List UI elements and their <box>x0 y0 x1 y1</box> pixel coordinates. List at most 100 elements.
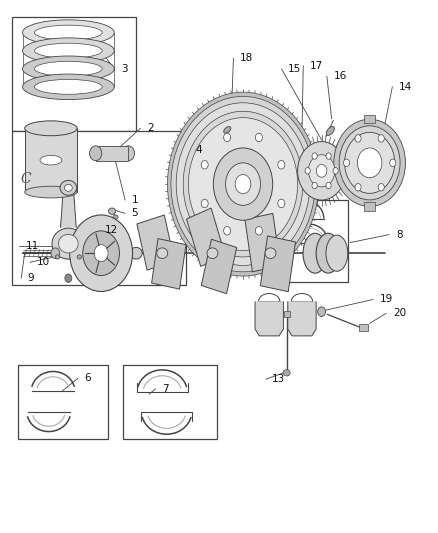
Polygon shape <box>260 236 296 292</box>
Ellipse shape <box>52 228 85 259</box>
Ellipse shape <box>130 247 142 259</box>
Text: 8: 8 <box>396 230 403 240</box>
Ellipse shape <box>59 235 78 253</box>
Ellipse shape <box>35 25 102 40</box>
Text: 5: 5 <box>132 208 138 219</box>
Text: 9: 9 <box>28 273 35 283</box>
Polygon shape <box>201 239 237 294</box>
Text: 6: 6 <box>85 373 91 383</box>
Text: 14: 14 <box>399 82 412 92</box>
Circle shape <box>83 231 120 276</box>
Text: 13: 13 <box>272 374 286 384</box>
Ellipse shape <box>40 156 62 165</box>
Circle shape <box>297 142 346 200</box>
Circle shape <box>312 182 317 189</box>
Circle shape <box>224 133 231 142</box>
Circle shape <box>278 199 285 208</box>
Polygon shape <box>245 213 280 272</box>
Circle shape <box>51 248 60 259</box>
Ellipse shape <box>89 146 102 161</box>
Polygon shape <box>288 301 316 336</box>
Polygon shape <box>255 301 283 336</box>
Bar <box>364 115 375 124</box>
Text: 20: 20 <box>393 308 406 318</box>
Ellipse shape <box>224 126 231 133</box>
Polygon shape <box>64 244 119 263</box>
Circle shape <box>255 227 262 235</box>
Bar <box>359 325 368 331</box>
Polygon shape <box>60 190 76 228</box>
Text: 3: 3 <box>121 64 127 74</box>
Bar <box>18 365 108 439</box>
Ellipse shape <box>25 121 77 136</box>
Text: 2: 2 <box>147 123 154 133</box>
Circle shape <box>176 103 310 265</box>
Text: 1: 1 <box>132 195 138 205</box>
Text: 4: 4 <box>195 144 201 155</box>
Ellipse shape <box>109 208 116 214</box>
Ellipse shape <box>64 184 72 191</box>
Text: 10: 10 <box>36 257 49 267</box>
Text: C: C <box>21 172 32 186</box>
Ellipse shape <box>326 126 334 135</box>
Circle shape <box>213 148 273 220</box>
Ellipse shape <box>265 248 276 259</box>
Ellipse shape <box>55 255 60 259</box>
Circle shape <box>201 199 208 208</box>
Circle shape <box>345 132 395 193</box>
Text: 19: 19 <box>380 294 393 304</box>
Polygon shape <box>137 215 174 270</box>
Ellipse shape <box>22 38 114 63</box>
Circle shape <box>94 245 108 262</box>
Circle shape <box>226 163 261 205</box>
Bar <box>272 200 348 282</box>
Text: 12: 12 <box>105 225 118 236</box>
Ellipse shape <box>316 233 340 273</box>
Ellipse shape <box>157 248 168 259</box>
Ellipse shape <box>35 43 102 58</box>
Ellipse shape <box>207 248 218 259</box>
Ellipse shape <box>60 180 77 195</box>
Ellipse shape <box>303 233 327 273</box>
Polygon shape <box>152 239 186 289</box>
Bar <box>95 146 128 161</box>
Ellipse shape <box>283 369 290 376</box>
Circle shape <box>255 133 262 142</box>
Text: 11: 11 <box>26 241 39 251</box>
Circle shape <box>70 215 133 292</box>
Circle shape <box>343 159 350 166</box>
Ellipse shape <box>22 74 114 100</box>
Circle shape <box>334 119 406 206</box>
Bar <box>123 365 217 439</box>
Circle shape <box>355 183 361 191</box>
Ellipse shape <box>22 56 114 82</box>
Text: 15: 15 <box>288 64 301 74</box>
Circle shape <box>235 174 251 193</box>
Ellipse shape <box>25 186 77 198</box>
Circle shape <box>378 135 384 142</box>
Circle shape <box>65 274 72 282</box>
Bar <box>284 311 290 317</box>
Circle shape <box>357 148 382 177</box>
Ellipse shape <box>35 79 102 94</box>
Circle shape <box>326 182 331 189</box>
Circle shape <box>355 135 361 142</box>
Ellipse shape <box>122 146 134 161</box>
Circle shape <box>339 126 400 200</box>
Polygon shape <box>187 208 225 266</box>
Circle shape <box>188 118 297 251</box>
Text: 16: 16 <box>333 71 346 81</box>
Circle shape <box>390 159 396 166</box>
Ellipse shape <box>113 215 118 219</box>
Circle shape <box>318 307 325 317</box>
Circle shape <box>378 183 384 191</box>
Bar <box>12 17 136 131</box>
Ellipse shape <box>22 20 114 45</box>
Bar <box>364 202 375 211</box>
Ellipse shape <box>77 255 81 259</box>
Circle shape <box>224 227 231 235</box>
Circle shape <box>305 167 310 174</box>
Circle shape <box>316 165 327 177</box>
Ellipse shape <box>326 235 348 271</box>
Circle shape <box>171 96 315 272</box>
